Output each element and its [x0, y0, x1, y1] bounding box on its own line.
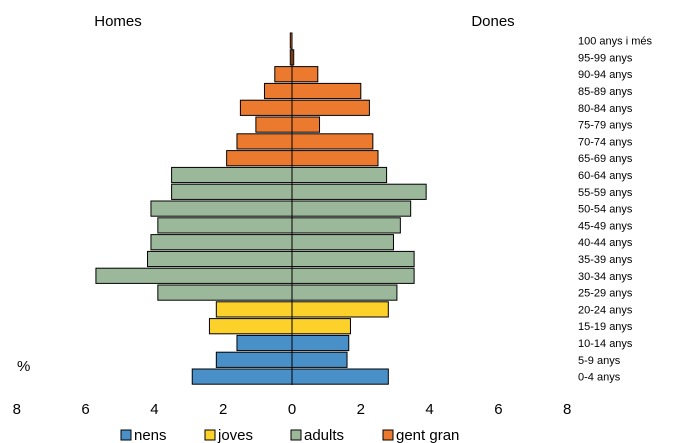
bar-dones-10 [291, 200, 412, 217]
bar-homes-16 [239, 99, 293, 116]
age-group-labels: 0-4 anys 5-9 anys 10-14 anys 15-19 anys 20-2… [578, 36, 652, 384]
bar-dones-3 [291, 318, 351, 335]
age-label-7: 35-39 anys [578, 254, 633, 266]
tick-label-8: 8 [563, 401, 571, 418]
bar-dones-6 [291, 267, 415, 284]
legend-label-2: adults [304, 427, 344, 443]
age-label-19: 95-99 anys [578, 52, 633, 64]
bar-homes-10 [150, 200, 293, 217]
bar-dones-2 [291, 334, 350, 352]
bar-homes-17 [263, 82, 293, 100]
age-label-18: 90-94 anys [578, 69, 633, 81]
bar-homes-12 [171, 166, 293, 184]
tick-label-3: 2 [219, 401, 227, 418]
legend-swatch-2 [290, 429, 302, 441]
bar-homes-7 [147, 250, 293, 268]
age-label-3: 15-19 anys [578, 321, 633, 333]
bar-homes-3 [208, 318, 293, 335]
age-label-6: 30-34 anys [578, 271, 633, 283]
bar-homes-1 [215, 351, 293, 368]
age-label-14: 70-74 anys [578, 136, 633, 148]
legend-label-0: nens [134, 427, 167, 443]
tick-label-5: 2 [357, 401, 365, 418]
bar-dones-7 [291, 250, 415, 268]
tick-label-6: 4 [425, 401, 433, 418]
age-label-4: 20-24 anys [578, 304, 633, 316]
age-label-8: 40-44 anys [578, 237, 633, 249]
age-label-10: 50-54 anys [578, 204, 633, 216]
bar-dones-13 [291, 150, 379, 167]
tick-label-4: 0 [288, 401, 296, 418]
tick-label-7: 6 [494, 401, 502, 418]
tick-label-0: 8 [13, 401, 21, 418]
bar-homes-13 [226, 150, 293, 167]
age-label-1: 5-9 anys [578, 355, 621, 367]
bar-homes-11 [171, 183, 293, 200]
legend-swatch-3 [382, 429, 394, 441]
legend-label-1: joves [217, 427, 253, 443]
bars-layer [95, 32, 427, 385]
x-axis: 8 6 4 2 0 2 4 6 8 [13, 33, 571, 418]
unit-label: % [17, 358, 30, 375]
legend-swatch-1 [204, 429, 216, 441]
bar-homes-14 [236, 133, 293, 150]
bar-homes-18 [274, 66, 293, 83]
bar-homes-8 [150, 234, 293, 251]
age-label-17: 85-89 anys [578, 86, 633, 98]
age-label-0: 0-4 anys [578, 372, 621, 384]
legend: nens joves adults gent gran [120, 427, 459, 443]
bar-homes-0 [191, 368, 293, 385]
age-label-12: 60-64 anys [578, 170, 633, 182]
bar-dones-4 [291, 301, 389, 318]
bar-dones-18 [291, 66, 319, 83]
bar-homes-4 [215, 301, 293, 318]
left-side-label: Homes [94, 13, 142, 30]
bar-homes-5 [157, 284, 293, 301]
right-side-label: Dones [471, 13, 514, 30]
bar-dones-9 [291, 217, 401, 234]
bar-dones-16 [291, 99, 370, 116]
tick-label-2: 4 [150, 401, 158, 418]
bar-homes-9 [157, 217, 293, 234]
age-label-13: 65-69 anys [578, 153, 633, 165]
age-label-5: 25-29 anys [578, 288, 633, 300]
bar-dones-5 [291, 284, 398, 301]
bar-dones-8 [291, 234, 394, 251]
bar-dones-15 [291, 116, 321, 133]
bar-dones-12 [291, 166, 388, 184]
legend-label-3: gent gran [396, 427, 459, 443]
bar-dones-11 [291, 183, 427, 200]
bar-dones-17 [291, 82, 362, 100]
age-label-9: 45-49 anys [578, 220, 633, 232]
age-label-2: 10-14 anys [578, 338, 633, 350]
bar-dones-1 [291, 351, 348, 368]
age-label-20: 100 anys i més [578, 36, 652, 48]
bar-homes-15 [255, 116, 293, 133]
bar-dones-14 [291, 133, 374, 150]
bar-homes-2 [236, 334, 293, 352]
bar-homes-6 [95, 267, 293, 284]
bar-dones-0 [291, 368, 389, 385]
legend-swatch-0 [120, 429, 132, 441]
age-label-15: 75-79 anys [578, 120, 633, 132]
age-label-11: 55-59 anys [578, 187, 633, 199]
age-label-16: 80-84 anys [578, 103, 633, 115]
tick-label-1: 6 [81, 401, 89, 418]
